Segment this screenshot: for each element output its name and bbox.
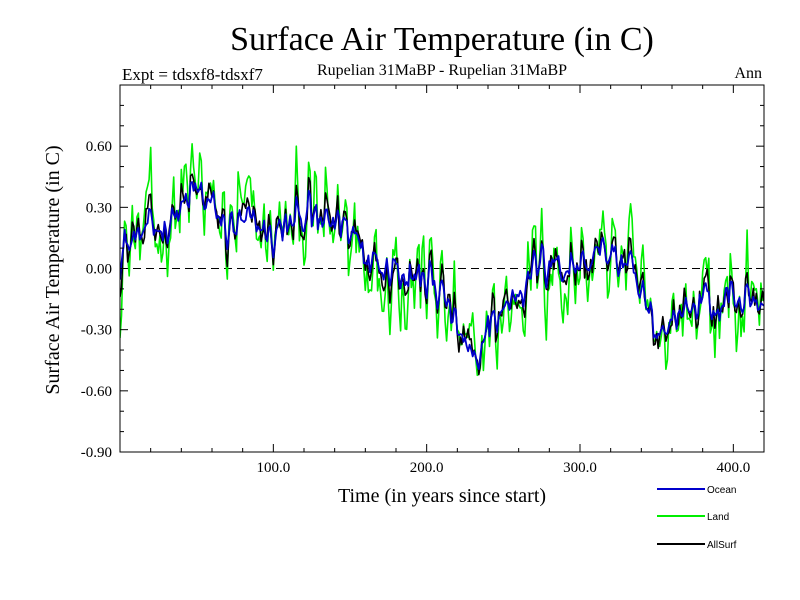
legend-label-allsurf: AllSurf: [707, 540, 737, 551]
legend-label-land: Land: [707, 512, 729, 523]
x-tick-label: 100.0: [256, 460, 290, 476]
legend: Ocean Land AllSurf: [657, 485, 737, 551]
experiment-label: Expt = tdsxf8-tdsxf7: [122, 65, 263, 84]
series-line-allsurf: [120, 173, 764, 376]
y-tick-label: 0.60: [86, 139, 112, 155]
x-axis-label: Time (in years since start): [338, 485, 546, 507]
y-tick-label: 0.30: [86, 200, 112, 216]
series-line-land: [120, 143, 764, 377]
y-axis-label: Surface Air Temperature (in C): [42, 145, 64, 394]
x-tick-label: 300.0: [563, 460, 597, 476]
axes: 100.0 200.0 300.0 400.0 -0.90 -0.60 -0.30 0.00 0…: [81, 84, 765, 476]
y-tick-label: -0.90: [81, 445, 112, 461]
x-tick-label: 200.0: [410, 460, 444, 476]
series-line-ocean: [120, 181, 764, 370]
y-tick-label: -0.30: [81, 323, 112, 339]
chart-title: Surface Air Temperature (in C): [230, 21, 654, 58]
period-label: Rupelian 31MaBP - Rupelian 31MaBP: [317, 62, 567, 79]
plot-area: [120, 143, 764, 377]
y-tick-label: 0.00: [86, 262, 112, 278]
x-tick-label: 400.0: [716, 460, 750, 476]
y-tick-label: -0.60: [81, 384, 112, 400]
season-label: Ann: [734, 65, 762, 82]
legend-label-ocean: Ocean: [707, 485, 736, 496]
